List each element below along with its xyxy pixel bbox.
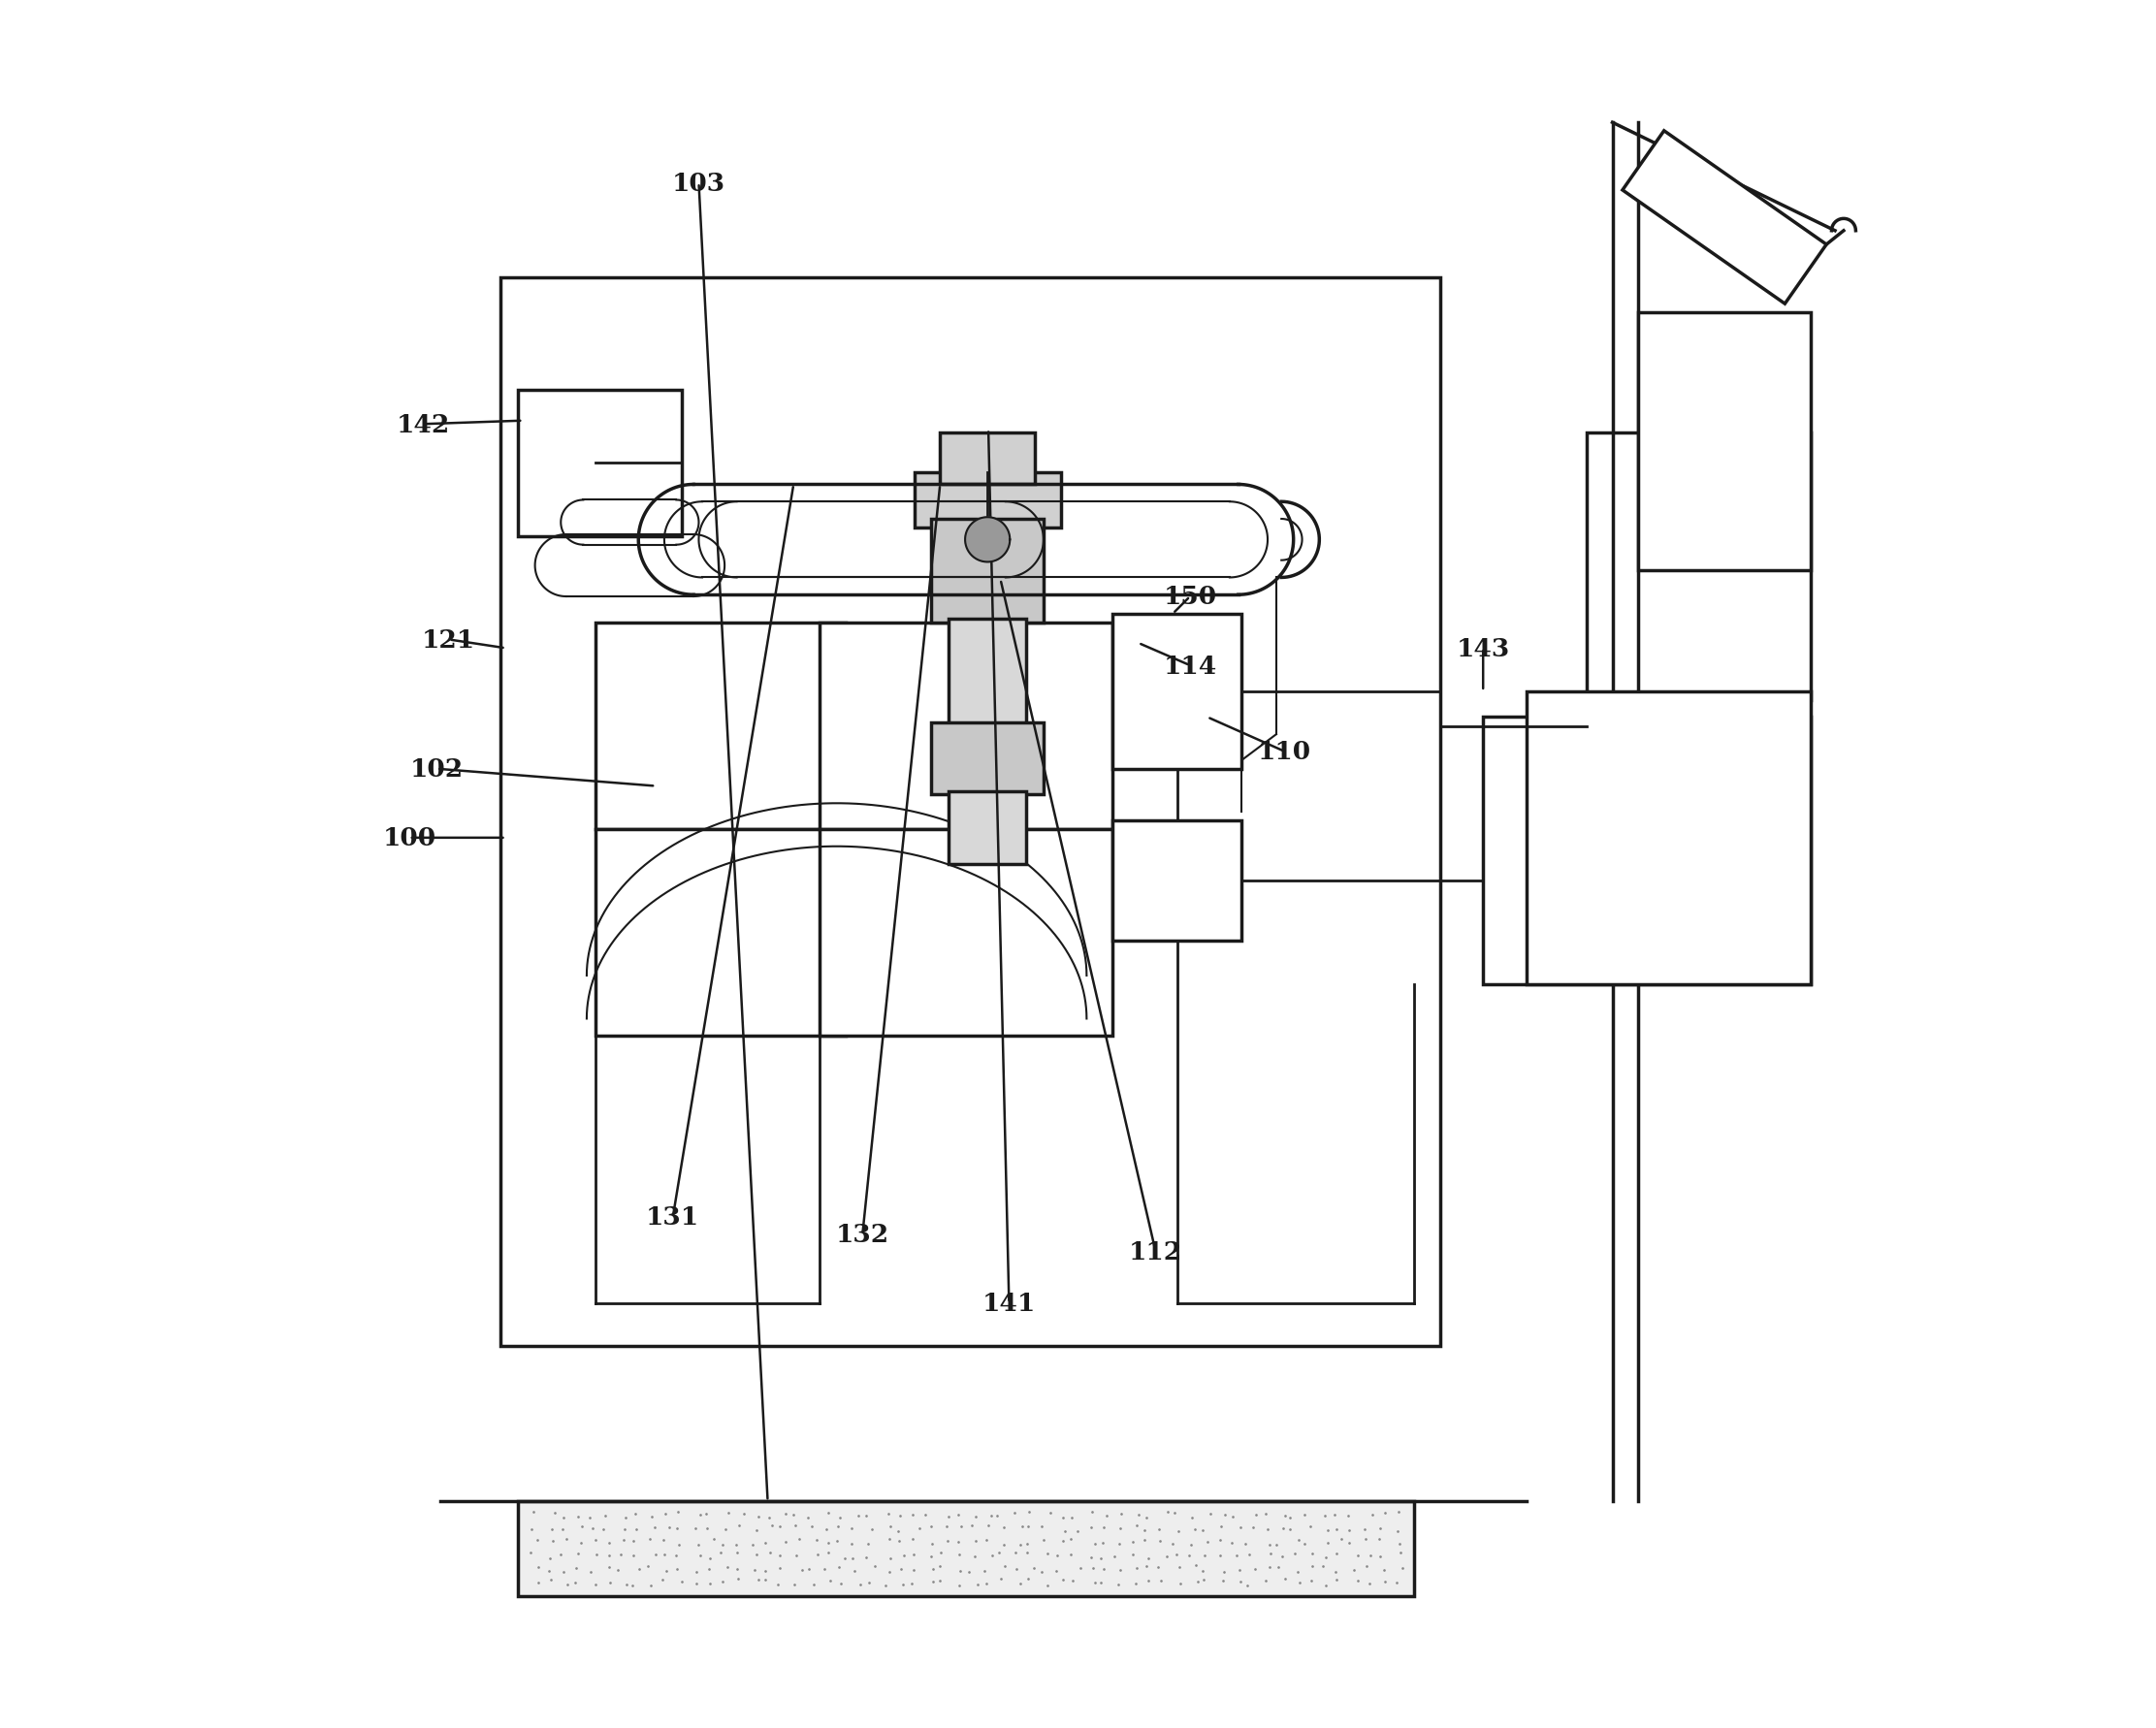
Text: 150: 150 bbox=[1164, 584, 1216, 608]
Text: 143: 143 bbox=[1455, 636, 1509, 660]
Bar bbox=[949, 619, 1026, 726]
Text: 110: 110 bbox=[1259, 740, 1311, 764]
Polygon shape bbox=[1623, 131, 1826, 304]
Text: 112: 112 bbox=[1130, 1239, 1181, 1263]
Text: 114: 114 bbox=[1164, 653, 1216, 677]
Bar bbox=[595, 829, 845, 1037]
Bar bbox=[931, 722, 1044, 795]
Bar bbox=[949, 791, 1026, 864]
Bar bbox=[914, 473, 1061, 529]
Text: 131: 131 bbox=[647, 1204, 699, 1229]
Bar bbox=[819, 829, 1112, 1037]
Bar bbox=[1587, 434, 1811, 700]
Bar bbox=[1112, 821, 1242, 942]
Bar bbox=[500, 278, 1440, 1346]
Text: 103: 103 bbox=[673, 171, 724, 195]
Bar bbox=[819, 622, 1112, 829]
Text: 121: 121 bbox=[423, 627, 476, 651]
Bar bbox=[517, 391, 681, 537]
Bar bbox=[931, 520, 1044, 622]
Bar bbox=[1526, 691, 1811, 985]
Text: 102: 102 bbox=[410, 757, 464, 781]
Polygon shape bbox=[966, 518, 1009, 563]
Bar bbox=[1112, 613, 1242, 769]
Bar bbox=[1639, 313, 1811, 572]
Bar bbox=[940, 434, 1035, 486]
Text: 100: 100 bbox=[382, 826, 436, 850]
Bar bbox=[1483, 717, 1811, 985]
Bar bbox=[595, 622, 845, 829]
Bar bbox=[517, 1502, 1414, 1597]
Text: 142: 142 bbox=[397, 413, 451, 437]
Text: 132: 132 bbox=[837, 1222, 888, 1246]
Text: 141: 141 bbox=[983, 1291, 1035, 1315]
